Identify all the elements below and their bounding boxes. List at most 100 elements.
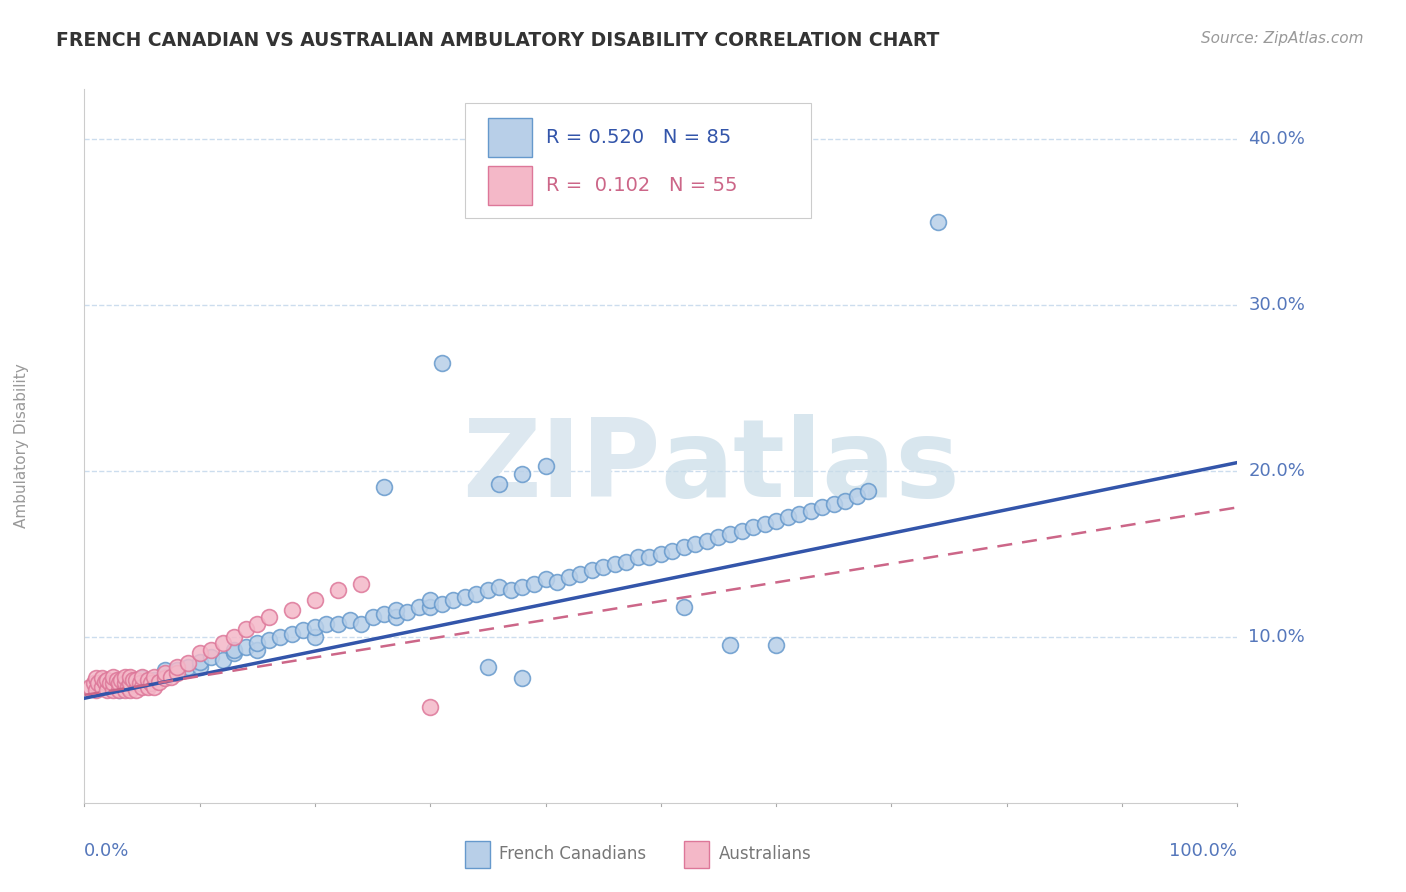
Point bbox=[98, 676, 121, 690]
Point bbox=[125, 673, 148, 687]
Point bbox=[707, 530, 730, 544]
Point bbox=[200, 643, 222, 657]
Point bbox=[465, 587, 488, 601]
Point bbox=[419, 599, 441, 614]
Point bbox=[765, 514, 787, 528]
Point bbox=[685, 537, 707, 551]
Point bbox=[131, 670, 153, 684]
Point bbox=[834, 493, 856, 508]
Point bbox=[845, 489, 868, 503]
Text: Source: ZipAtlas.com: Source: ZipAtlas.com bbox=[1201, 31, 1364, 46]
Point bbox=[488, 477, 510, 491]
Point bbox=[477, 583, 499, 598]
Point bbox=[257, 610, 280, 624]
Point bbox=[315, 616, 337, 631]
Point bbox=[114, 670, 136, 684]
Text: FRENCH CANADIAN VS AUSTRALIAN AMBULATORY DISABILITY CORRELATION CHART: FRENCH CANADIAN VS AUSTRALIAN AMBULATORY… bbox=[56, 31, 939, 50]
Point bbox=[120, 670, 142, 684]
Point bbox=[927, 215, 949, 229]
Text: Ambulatory Disability: Ambulatory Disability bbox=[14, 364, 30, 528]
Point bbox=[160, 670, 183, 684]
Point bbox=[114, 676, 136, 690]
Point bbox=[166, 666, 188, 681]
Point bbox=[246, 643, 269, 657]
Point bbox=[592, 560, 614, 574]
Point bbox=[730, 524, 752, 538]
Point bbox=[211, 653, 233, 667]
Point bbox=[84, 682, 107, 697]
Point bbox=[408, 599, 430, 614]
Point bbox=[90, 680, 112, 694]
Point bbox=[120, 676, 142, 690]
Point bbox=[488, 580, 510, 594]
Point bbox=[742, 520, 765, 534]
Point bbox=[235, 640, 257, 654]
Point bbox=[177, 657, 200, 671]
Text: R =  0.102   N = 55: R = 0.102 N = 55 bbox=[546, 176, 737, 195]
Point bbox=[128, 676, 150, 690]
Point bbox=[718, 638, 741, 652]
Bar bbox=[488, 166, 531, 205]
Point bbox=[627, 550, 650, 565]
Point bbox=[373, 607, 395, 621]
Point bbox=[477, 659, 499, 673]
Point bbox=[534, 458, 557, 473]
Point bbox=[603, 557, 626, 571]
Point bbox=[142, 680, 165, 694]
Point bbox=[188, 659, 211, 673]
Point bbox=[166, 663, 188, 677]
Bar bbox=[683, 840, 709, 868]
Point bbox=[696, 533, 718, 548]
Point bbox=[373, 481, 395, 495]
Point bbox=[430, 356, 453, 370]
Point bbox=[96, 673, 118, 687]
Text: Australians: Australians bbox=[718, 846, 811, 863]
Point bbox=[638, 550, 661, 565]
Point bbox=[96, 682, 118, 697]
Point bbox=[581, 564, 603, 578]
Point bbox=[110, 673, 132, 687]
Point bbox=[103, 670, 124, 684]
Point bbox=[546, 575, 568, 590]
Text: 40.0%: 40.0% bbox=[1249, 130, 1305, 148]
Point bbox=[292, 624, 315, 638]
Point bbox=[523, 576, 546, 591]
Point bbox=[235, 622, 257, 636]
Point bbox=[419, 593, 441, 607]
Text: 30.0%: 30.0% bbox=[1249, 296, 1305, 314]
Point bbox=[188, 647, 211, 661]
Text: R = 0.520   N = 85: R = 0.520 N = 85 bbox=[546, 128, 731, 147]
Point bbox=[224, 647, 246, 661]
FancyBboxPatch shape bbox=[465, 103, 811, 218]
Point bbox=[858, 483, 880, 498]
Point bbox=[396, 605, 419, 619]
Point bbox=[304, 630, 326, 644]
Point bbox=[419, 699, 441, 714]
Point bbox=[166, 659, 188, 673]
Point bbox=[84, 671, 107, 685]
Point bbox=[811, 500, 834, 515]
Point bbox=[114, 682, 136, 697]
Point bbox=[534, 572, 557, 586]
Point bbox=[153, 666, 176, 681]
Text: French Canadians: French Canadians bbox=[499, 846, 647, 863]
Point bbox=[224, 630, 246, 644]
Point bbox=[718, 527, 741, 541]
Point bbox=[384, 610, 406, 624]
Point bbox=[105, 673, 128, 687]
Point bbox=[200, 649, 222, 664]
Point bbox=[87, 676, 110, 690]
Point bbox=[499, 583, 522, 598]
Point bbox=[142, 670, 165, 684]
Point bbox=[326, 583, 349, 598]
Point bbox=[557, 570, 579, 584]
Point bbox=[211, 636, 233, 650]
Point bbox=[800, 504, 823, 518]
Point bbox=[120, 676, 142, 690]
Point bbox=[142, 673, 165, 687]
Point bbox=[83, 676, 105, 690]
Point bbox=[153, 671, 176, 685]
Point bbox=[136, 673, 159, 687]
Point bbox=[148, 674, 170, 689]
Point bbox=[339, 613, 361, 627]
